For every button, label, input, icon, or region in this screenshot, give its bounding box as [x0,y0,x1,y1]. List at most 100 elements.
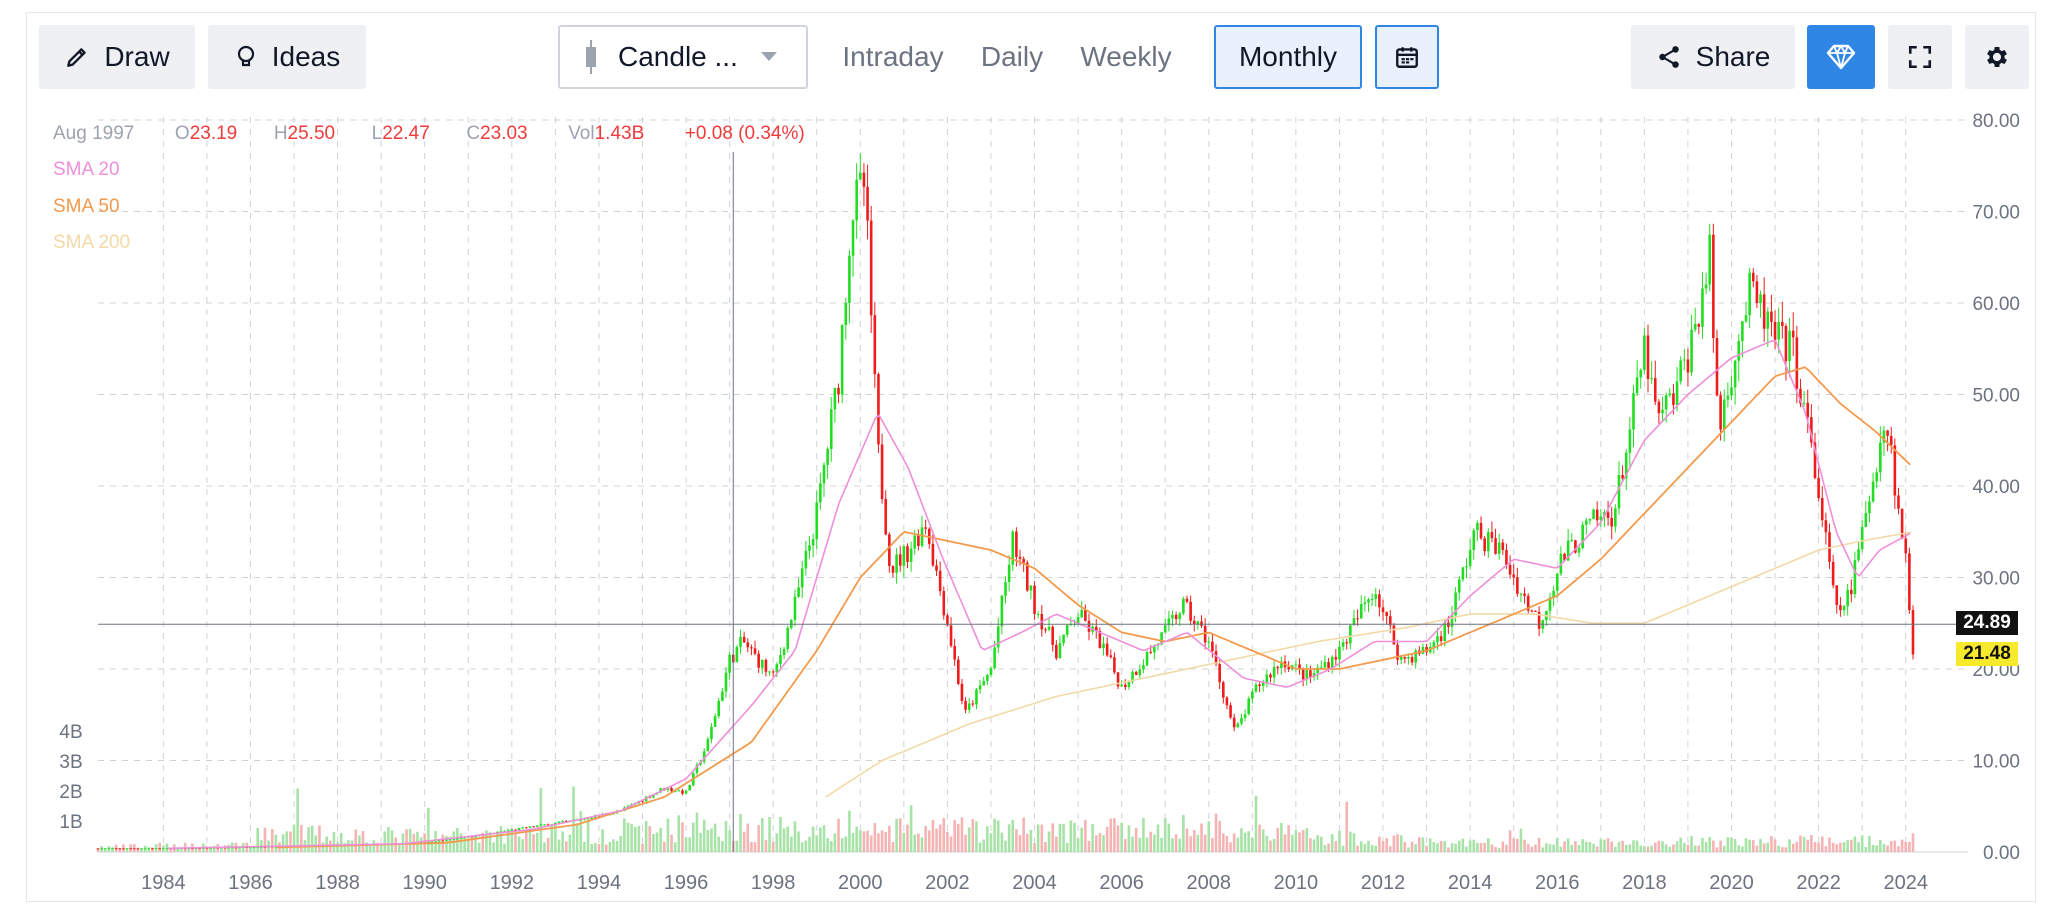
volume-bar [877,833,880,852]
candle-body [249,847,252,849]
candle-body [982,680,986,686]
volume-bar [1403,841,1407,852]
volume-bar [1145,837,1149,852]
candle-body [859,172,862,180]
candle-body [1889,435,1893,446]
volume-bar [564,841,568,852]
volume-bar [1585,841,1588,852]
volume-bar [822,825,826,852]
candle-body [1668,393,1672,396]
time-tick-label: 1992 [490,872,535,894]
candle-body [739,636,742,647]
candle-body [1174,614,1178,620]
volume-bar [1559,846,1563,852]
candle-body [1748,272,1751,316]
chart-type-select[interactable]: Candle ... [558,25,808,89]
legend-sma200[interactable]: SMA 200 [53,232,131,253]
volume-bar [528,828,532,852]
volume-bar [575,823,579,852]
candle-body [1044,629,1047,631]
volume-bar [1461,838,1465,852]
volume-bar [1766,842,1770,852]
volume-bar [1748,839,1751,852]
volume-bar [292,824,296,852]
candle-body [775,664,779,673]
candle-body [1065,625,1069,635]
volume-bar [913,834,917,852]
volume-bar [1541,847,1545,852]
volume-bar [506,828,510,852]
volume-bar [1831,842,1835,852]
volume-bar [430,839,434,852]
candle-body [459,837,463,839]
calendar-icon [1396,47,1418,68]
volume-bar [1824,846,1828,852]
volume-bar [263,827,267,852]
candle-body [1781,321,1784,327]
fullscreen-button[interactable] [1888,25,1952,89]
candle-body [1123,684,1127,688]
volume-bar [1258,824,1261,852]
candle-body [1007,564,1011,583]
settings-button[interactable] [1965,25,2029,89]
volume-bar [659,827,662,852]
toolbar: Draw Ideas Candle ... Intraday Daily Wee… [26,12,2036,102]
candle-body [546,824,550,826]
price-chart[interactable]: 0.0010.0020.0030.0040.0050.0060.0070.008… [26,100,2036,900]
candle-body [771,671,775,673]
volume-bar [339,833,343,852]
candle-body [1646,335,1650,379]
volume-bar [1871,844,1875,852]
candle-body [1022,558,1025,563]
volume-bar [717,836,721,852]
volume-bar [535,832,539,852]
candle-body [898,554,902,566]
volume-bar [158,842,162,852]
draw-button[interactable]: Draw [39,25,195,89]
volume-bar [249,848,252,852]
volume-bar [1646,846,1650,852]
candle-body [800,568,804,588]
volume-bar [1483,842,1486,852]
volume-bar [390,830,394,852]
volume-bar [405,829,408,852]
volume-bar [1563,841,1566,852]
candle-body [1116,672,1120,687]
calendar-button[interactable] [1375,25,1439,89]
volume-bar [1842,841,1846,852]
price-tick-label: 40.00 [1972,477,2020,498]
tab-intraday[interactable]: Intraday [830,25,956,89]
candle-body [1113,657,1116,673]
candle-body [1363,602,1367,604]
candle-body [1127,681,1131,688]
candle-body [717,700,721,717]
sma-50-line [276,366,1911,849]
volume-bar [1007,824,1011,852]
share-button[interactable]: Share [1631,25,1795,89]
price-tick-label: 80.00 [1972,111,2020,132]
volume-bar [1120,822,1123,852]
volume-bar [848,810,851,852]
volume-bar [710,828,713,852]
candle-body [1849,589,1853,595]
volume-bar [1447,847,1450,852]
volume-bar [1247,831,1251,852]
candle-body [1810,417,1813,443]
volume-bar [1864,846,1868,852]
tab-daily[interactable]: Daily [970,25,1054,89]
volume-bar [1781,847,1784,852]
volume-bar [165,843,169,852]
legend-sma20[interactable]: SMA 20 [53,159,120,180]
candle-body [1505,549,1508,565]
candle-body [1236,723,1240,728]
volume-bar [1185,828,1189,852]
ideas-button[interactable]: Ideas [208,25,366,89]
candle-body [1472,530,1476,550]
tab-monthly[interactable]: Monthly [1214,25,1362,89]
legend-sma50[interactable]: SMA 50 [53,196,120,217]
tab-weekly[interactable]: Weekly [1069,25,1183,89]
premium-button[interactable] [1807,25,1875,89]
volume-bar [492,842,495,852]
volume-bar [125,848,129,852]
time-tick-label: 1984 [141,872,186,894]
